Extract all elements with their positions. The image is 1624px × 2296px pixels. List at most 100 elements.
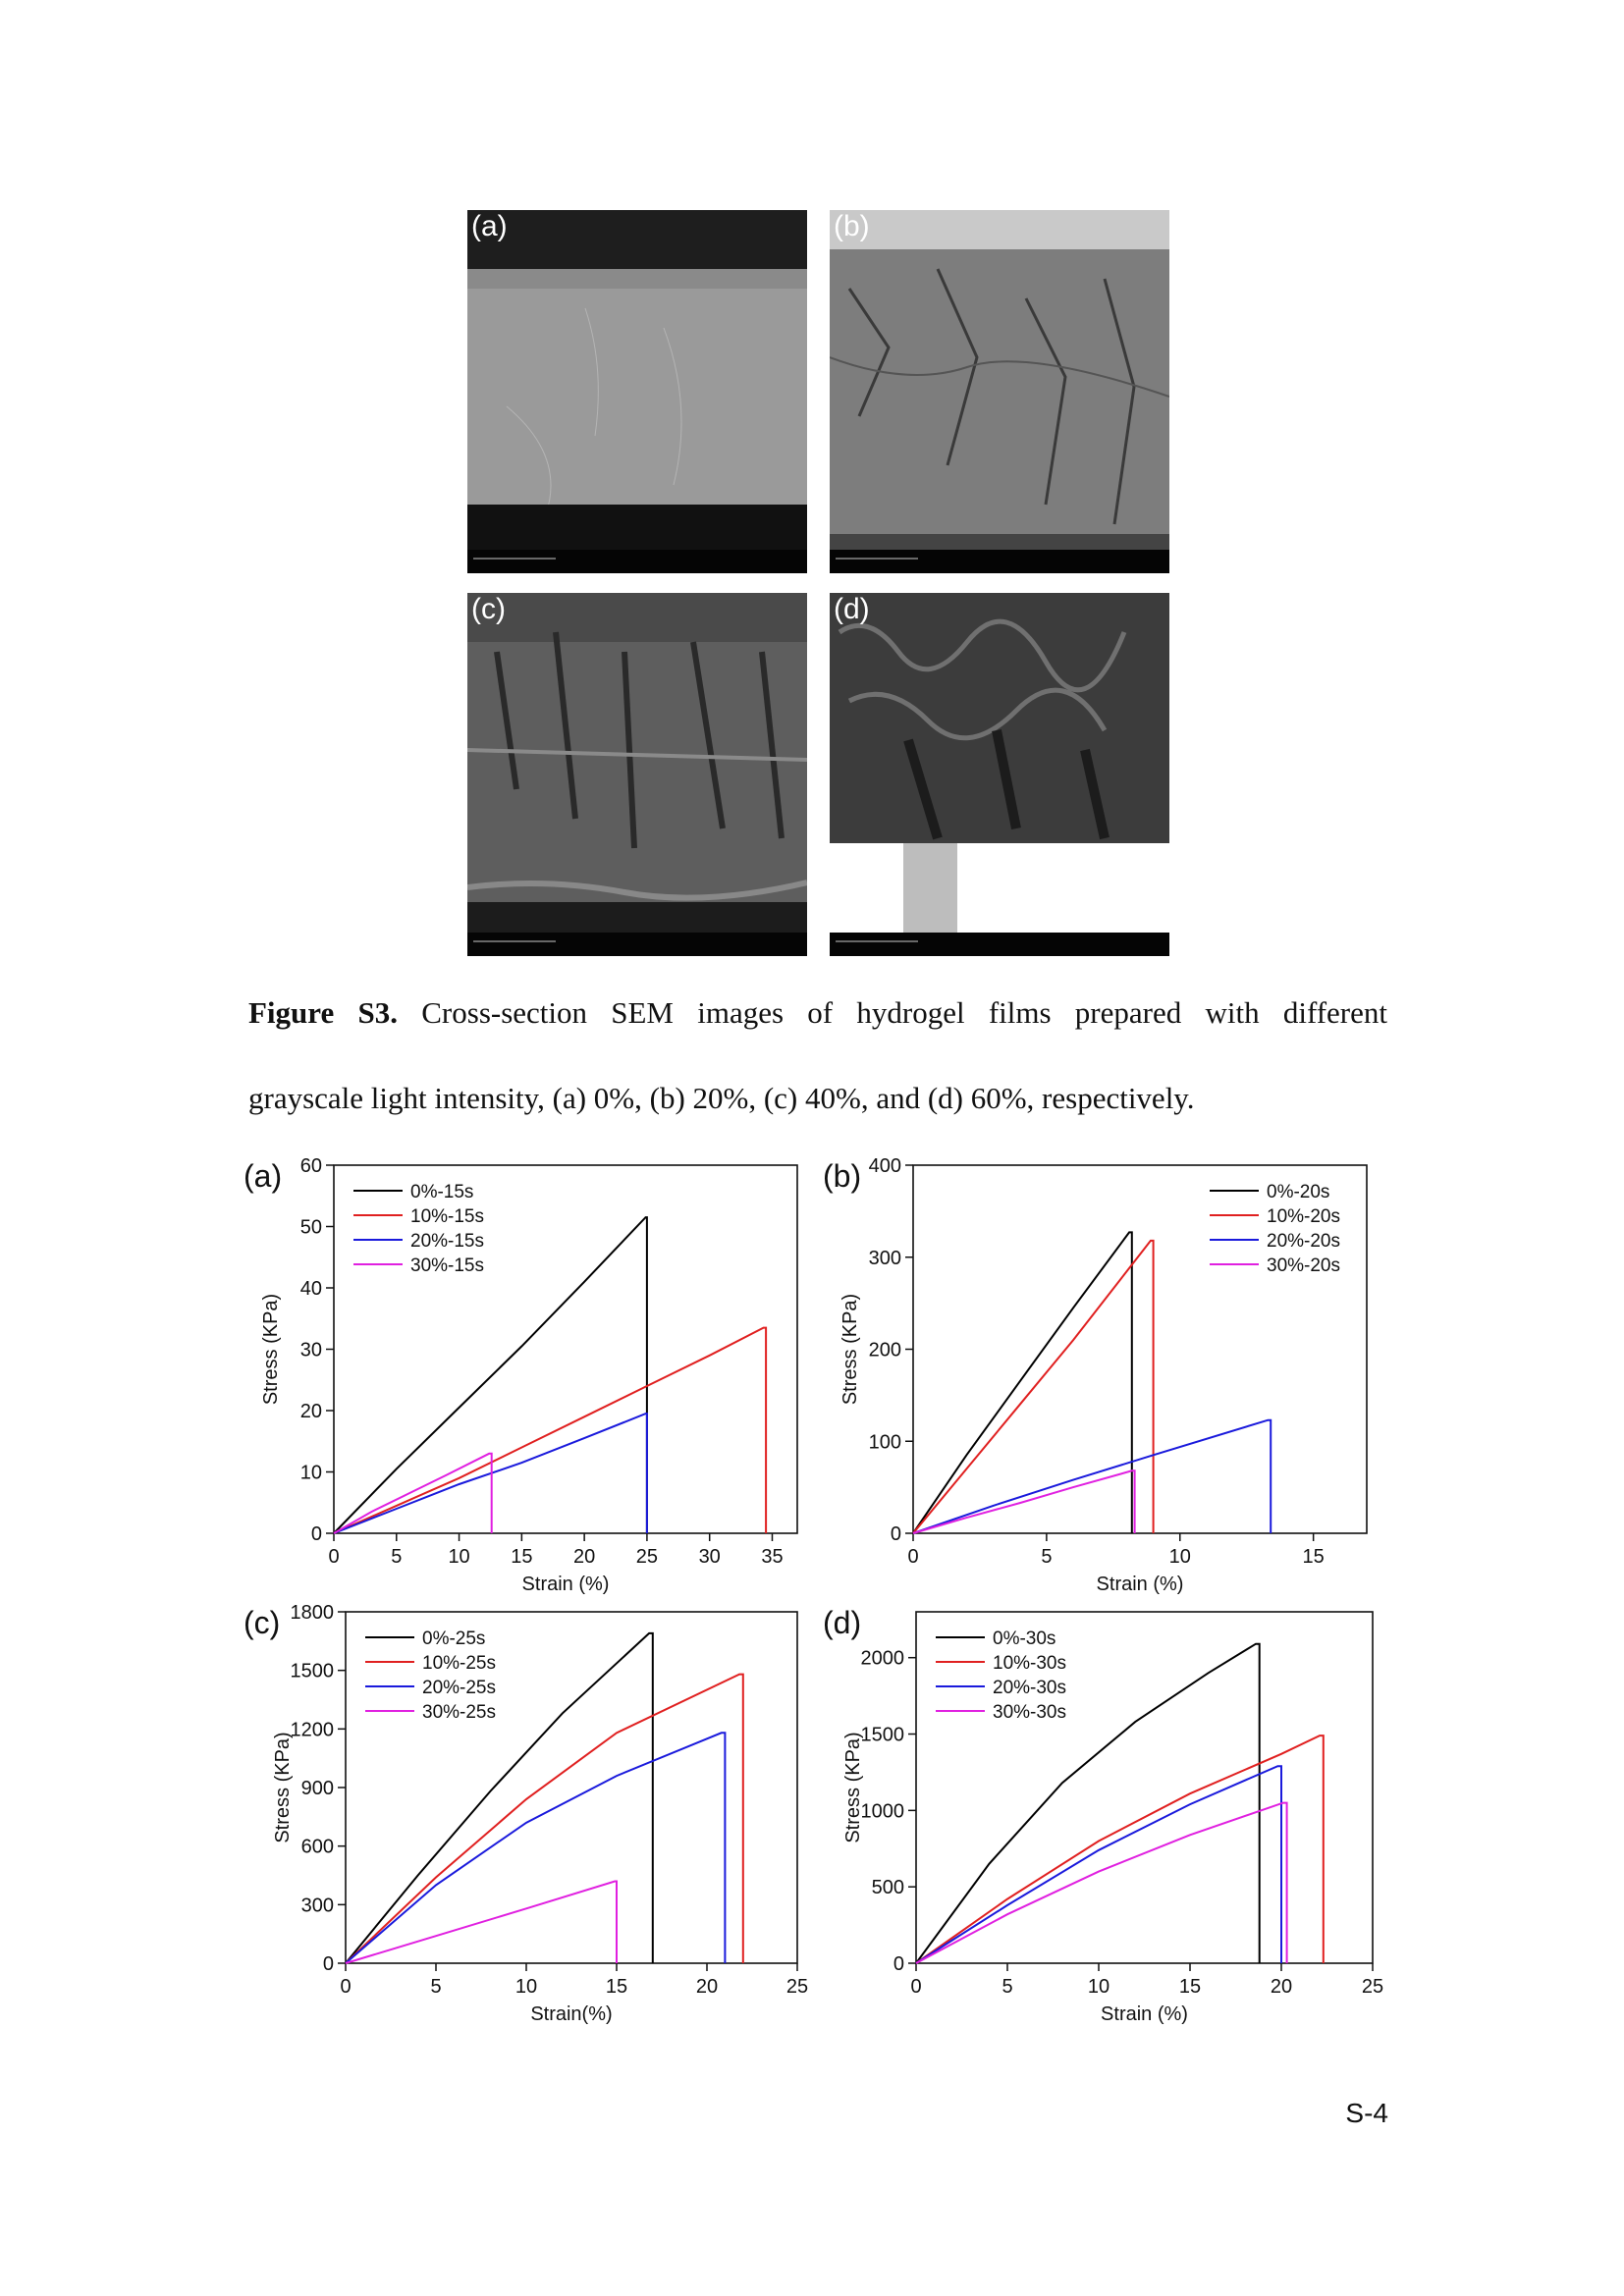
x-tick-label: 5	[1041, 1546, 1052, 1568]
x-tick-label: 10	[1088, 1976, 1110, 1998]
x-tick-label: 5	[1001, 1976, 1012, 1998]
x-tick-label: 25	[636, 1546, 658, 1568]
legend-label: 10%-20s	[1267, 1206, 1340, 1227]
chart-panel-label: (c)	[244, 1605, 280, 1640]
sem-label-a: (a)	[471, 210, 508, 242]
x-tick-label: 0	[340, 1976, 351, 1998]
sem-label-c: (c)	[471, 593, 506, 625]
x-tick-label: 25	[1362, 1976, 1383, 1998]
legend-label: 10%-30s	[993, 1653, 1066, 1674]
x-tick-label: 5	[430, 1976, 441, 1998]
x-tick-label: 15	[511, 1546, 532, 1568]
plot-frame	[333, 1164, 798, 1534]
chart-panel-label: (d)	[823, 1605, 861, 1640]
chart-panel-label: (a)	[244, 1158, 282, 1194]
y-tick-label: 60	[300, 1155, 322, 1177]
y-tick-label: 500	[872, 1877, 904, 1898]
x-tick-label: 10	[1169, 1546, 1191, 1568]
legend-label: 30%-20s	[1267, 1255, 1340, 1276]
series-line	[915, 1642, 1261, 1964]
x-tick-label: 0	[910, 1976, 921, 1998]
y-tick-label: 2000	[861, 1648, 905, 1670]
legend-label: 0%-15s	[410, 1182, 473, 1202]
x-tick-label: 15	[1303, 1546, 1325, 1568]
series-line	[345, 1631, 654, 1964]
series-line	[333, 1413, 648, 1534]
figure-caption-line2: grayscale light intensity, (a) 0%, (b) 2…	[248, 1081, 1195, 1115]
y-axis-label: Stress (KPa)	[839, 1294, 861, 1405]
y-tick-label: 50	[300, 1217, 322, 1239]
plot-frame	[915, 1611, 1374, 1964]
chart-b: (b) 0 5 10 15 0 100 200 300 400 Strain (%) Stress (…	[815, 1153, 1394, 1605]
series-line	[912, 1239, 1155, 1534]
sem-micrograph-c	[467, 593, 807, 956]
x-tick-label: 15	[606, 1976, 627, 1998]
series-line	[915, 1735, 1325, 1964]
series-line	[333, 1216, 648, 1534]
y-tick-label: 1000	[861, 1800, 905, 1822]
chart-b-svg: (b) 0 5 10 15 0 100 200 300 400 Strain (%) Stress (…	[823, 1155, 1368, 1595]
sem-label-b: (b)	[834, 210, 870, 242]
x-tick-label: 35	[761, 1546, 783, 1568]
x-tick-label: 5	[391, 1546, 402, 1568]
y-tick-label: 100	[869, 1431, 901, 1453]
sem-image-b: (b)	[830, 210, 1169, 573]
legend-label: 0%-30s	[993, 1629, 1056, 1649]
y-tick-label: 400	[869, 1155, 901, 1177]
page-number: S-4	[1345, 2098, 1388, 2128]
series-line	[912, 1418, 1272, 1534]
sem-image-c: (c)	[467, 593, 807, 956]
x-tick-label: 20	[573, 1546, 595, 1568]
x-tick-label: 20	[1271, 1976, 1292, 1998]
legend-label: 30%-25s	[422, 1702, 496, 1723]
y-tick-label: 300	[301, 1895, 334, 1916]
legend-label: 30%-30s	[993, 1702, 1066, 1723]
chart-d: (d) 0 5 10 15 20 25 0 500 1000 1500 2000 Strain (%) S…	[815, 1600, 1394, 2042]
sem-image-d: (d)	[830, 593, 1169, 956]
figure-caption-bold: Figure S3.	[248, 995, 398, 1030]
y-tick-label: 0	[323, 1953, 334, 1975]
chart-d-svg: (d) 0 5 10 15 20 25 0 500 1000 1500 2000 Strain (%) S…	[823, 1605, 1383, 2025]
legend-label: 30%-15s	[410, 1255, 484, 1276]
y-axis-label: Stress (KPa)	[272, 1732, 294, 1842]
y-axis-label: Stress (KPa)	[260, 1294, 282, 1405]
series-line	[915, 1801, 1288, 1964]
legend-label: 20%-30s	[993, 1678, 1066, 1698]
y-tick-label: 0	[893, 1953, 904, 1975]
y-tick-label: 20	[300, 1401, 322, 1422]
series-line	[345, 1732, 727, 1964]
x-tick-label: 25	[786, 1976, 808, 1998]
chart-a-svg: (a) 0 5 10 15 20 25 30 35 0 10 20 30 40 50 60 Strain (%)…	[244, 1155, 798, 1595]
x-tick-label: 0	[907, 1546, 918, 1568]
x-tick-label: 20	[696, 1976, 718, 1998]
chart-panel-label: (b)	[823, 1158, 861, 1194]
x-axis-label: Strain (%)	[1101, 2003, 1188, 2025]
x-axis-label: Strain (%)	[1097, 1574, 1184, 1595]
y-tick-label: 300	[869, 1248, 901, 1269]
series-line	[912, 1231, 1133, 1534]
sem-micrograph-d	[830, 593, 1169, 956]
x-tick-label: 10	[515, 1976, 537, 1998]
y-tick-label: 600	[301, 1837, 334, 1858]
y-tick-label: 1800	[291, 1602, 335, 1624]
x-tick-label: 30	[699, 1546, 721, 1568]
y-tick-label: 1200	[291, 1719, 335, 1740]
series-line	[915, 1765, 1282, 1964]
series-line	[333, 1452, 493, 1534]
x-tick-label: 0	[328, 1546, 339, 1568]
y-axis-label: Stress (KPa)	[842, 1732, 864, 1842]
sem-micrograph-a	[467, 210, 807, 573]
x-tick-label: 10	[448, 1546, 469, 1568]
y-tick-label: 900	[301, 1778, 334, 1799]
x-axis-label: Strain(%)	[530, 2003, 612, 2025]
y-tick-label: 1500	[861, 1725, 905, 1746]
figure-caption-text: Cross-section SEM images of hydrogel fil…	[421, 995, 1387, 1030]
sem-micrograph-b	[830, 210, 1169, 573]
chart-c-svg: (c) 0 5 10 15 20 25 0 300 600 900 1200 1500 1800 Strai…	[244, 1602, 808, 2025]
legend-label: 20%-20s	[1267, 1231, 1340, 1252]
series-line	[333, 1326, 768, 1534]
y-tick-label: 200	[869, 1340, 901, 1362]
x-axis-label: Strain (%)	[522, 1574, 610, 1595]
legend-label: 10%-15s	[410, 1206, 484, 1227]
legend-label: 0%-25s	[422, 1629, 485, 1649]
